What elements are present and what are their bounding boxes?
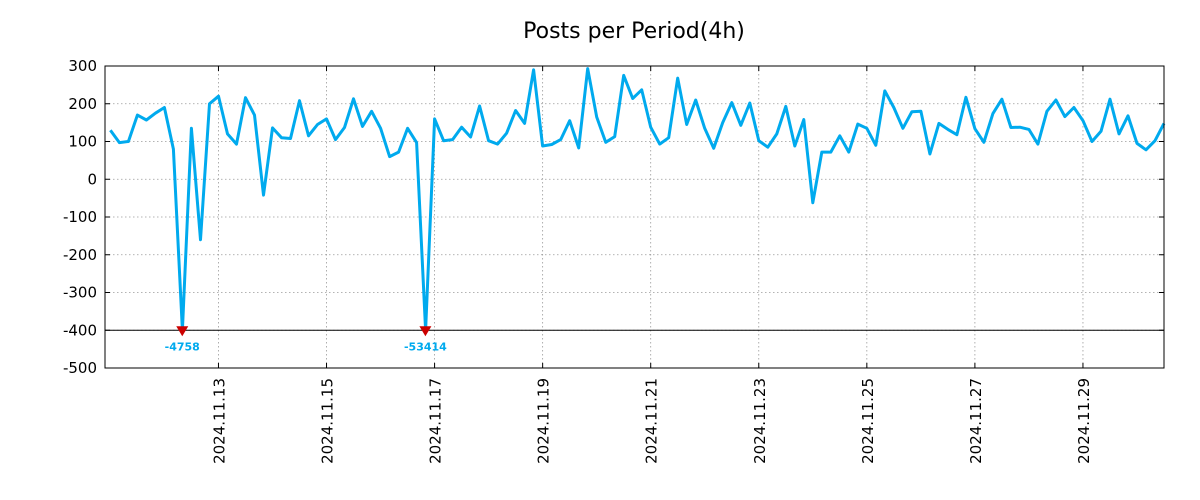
annotation-layer: -4758 -53414 bbox=[165, 326, 447, 353]
plot-frame bbox=[104, 65, 1165, 369]
y-tick-label: 300 bbox=[68, 57, 97, 75]
outlier-marker bbox=[419, 326, 432, 337]
y-tick-label: -100 bbox=[63, 208, 97, 226]
y-tick-label: -500 bbox=[63, 359, 97, 377]
chart-title: Posts per Period(4h) bbox=[523, 19, 745, 44]
x-tick-label: 2024.11.27 bbox=[967, 378, 985, 464]
x-tick-label: 2024.11.13 bbox=[210, 378, 228, 464]
y-tick-label: 200 bbox=[68, 95, 97, 113]
axis-layer: 300 200 100 0 -100 -200 -300 -400 -500 2024.11.13… bbox=[63, 57, 1164, 464]
x-tick-label: 2024.11.25 bbox=[859, 378, 877, 464]
y-tick-label: 100 bbox=[68, 133, 97, 151]
x-tick-label: 2024.11.21 bbox=[643, 378, 661, 464]
series-layer bbox=[109, 67, 1166, 332]
outlier-label: -4758 bbox=[165, 340, 200, 353]
x-tick-label: 2024.11.17 bbox=[427, 378, 445, 464]
x-tick-label: 2024.11.19 bbox=[535, 378, 553, 464]
x-tick-label: 2024.11.15 bbox=[319, 378, 337, 464]
x-tick-label: 2024.11.29 bbox=[1075, 378, 1093, 464]
outlier-label: -53414 bbox=[404, 340, 447, 353]
y-tick-label: 0 bbox=[87, 170, 97, 188]
y-tick-label: -400 bbox=[63, 321, 97, 339]
x-tick-label: 2024.11.23 bbox=[751, 378, 769, 464]
series-line-posts bbox=[109, 67, 1166, 332]
y-tick-label: -200 bbox=[63, 246, 97, 264]
outlier-marker bbox=[176, 326, 189, 337]
y-tick-label: -300 bbox=[63, 284, 97, 302]
